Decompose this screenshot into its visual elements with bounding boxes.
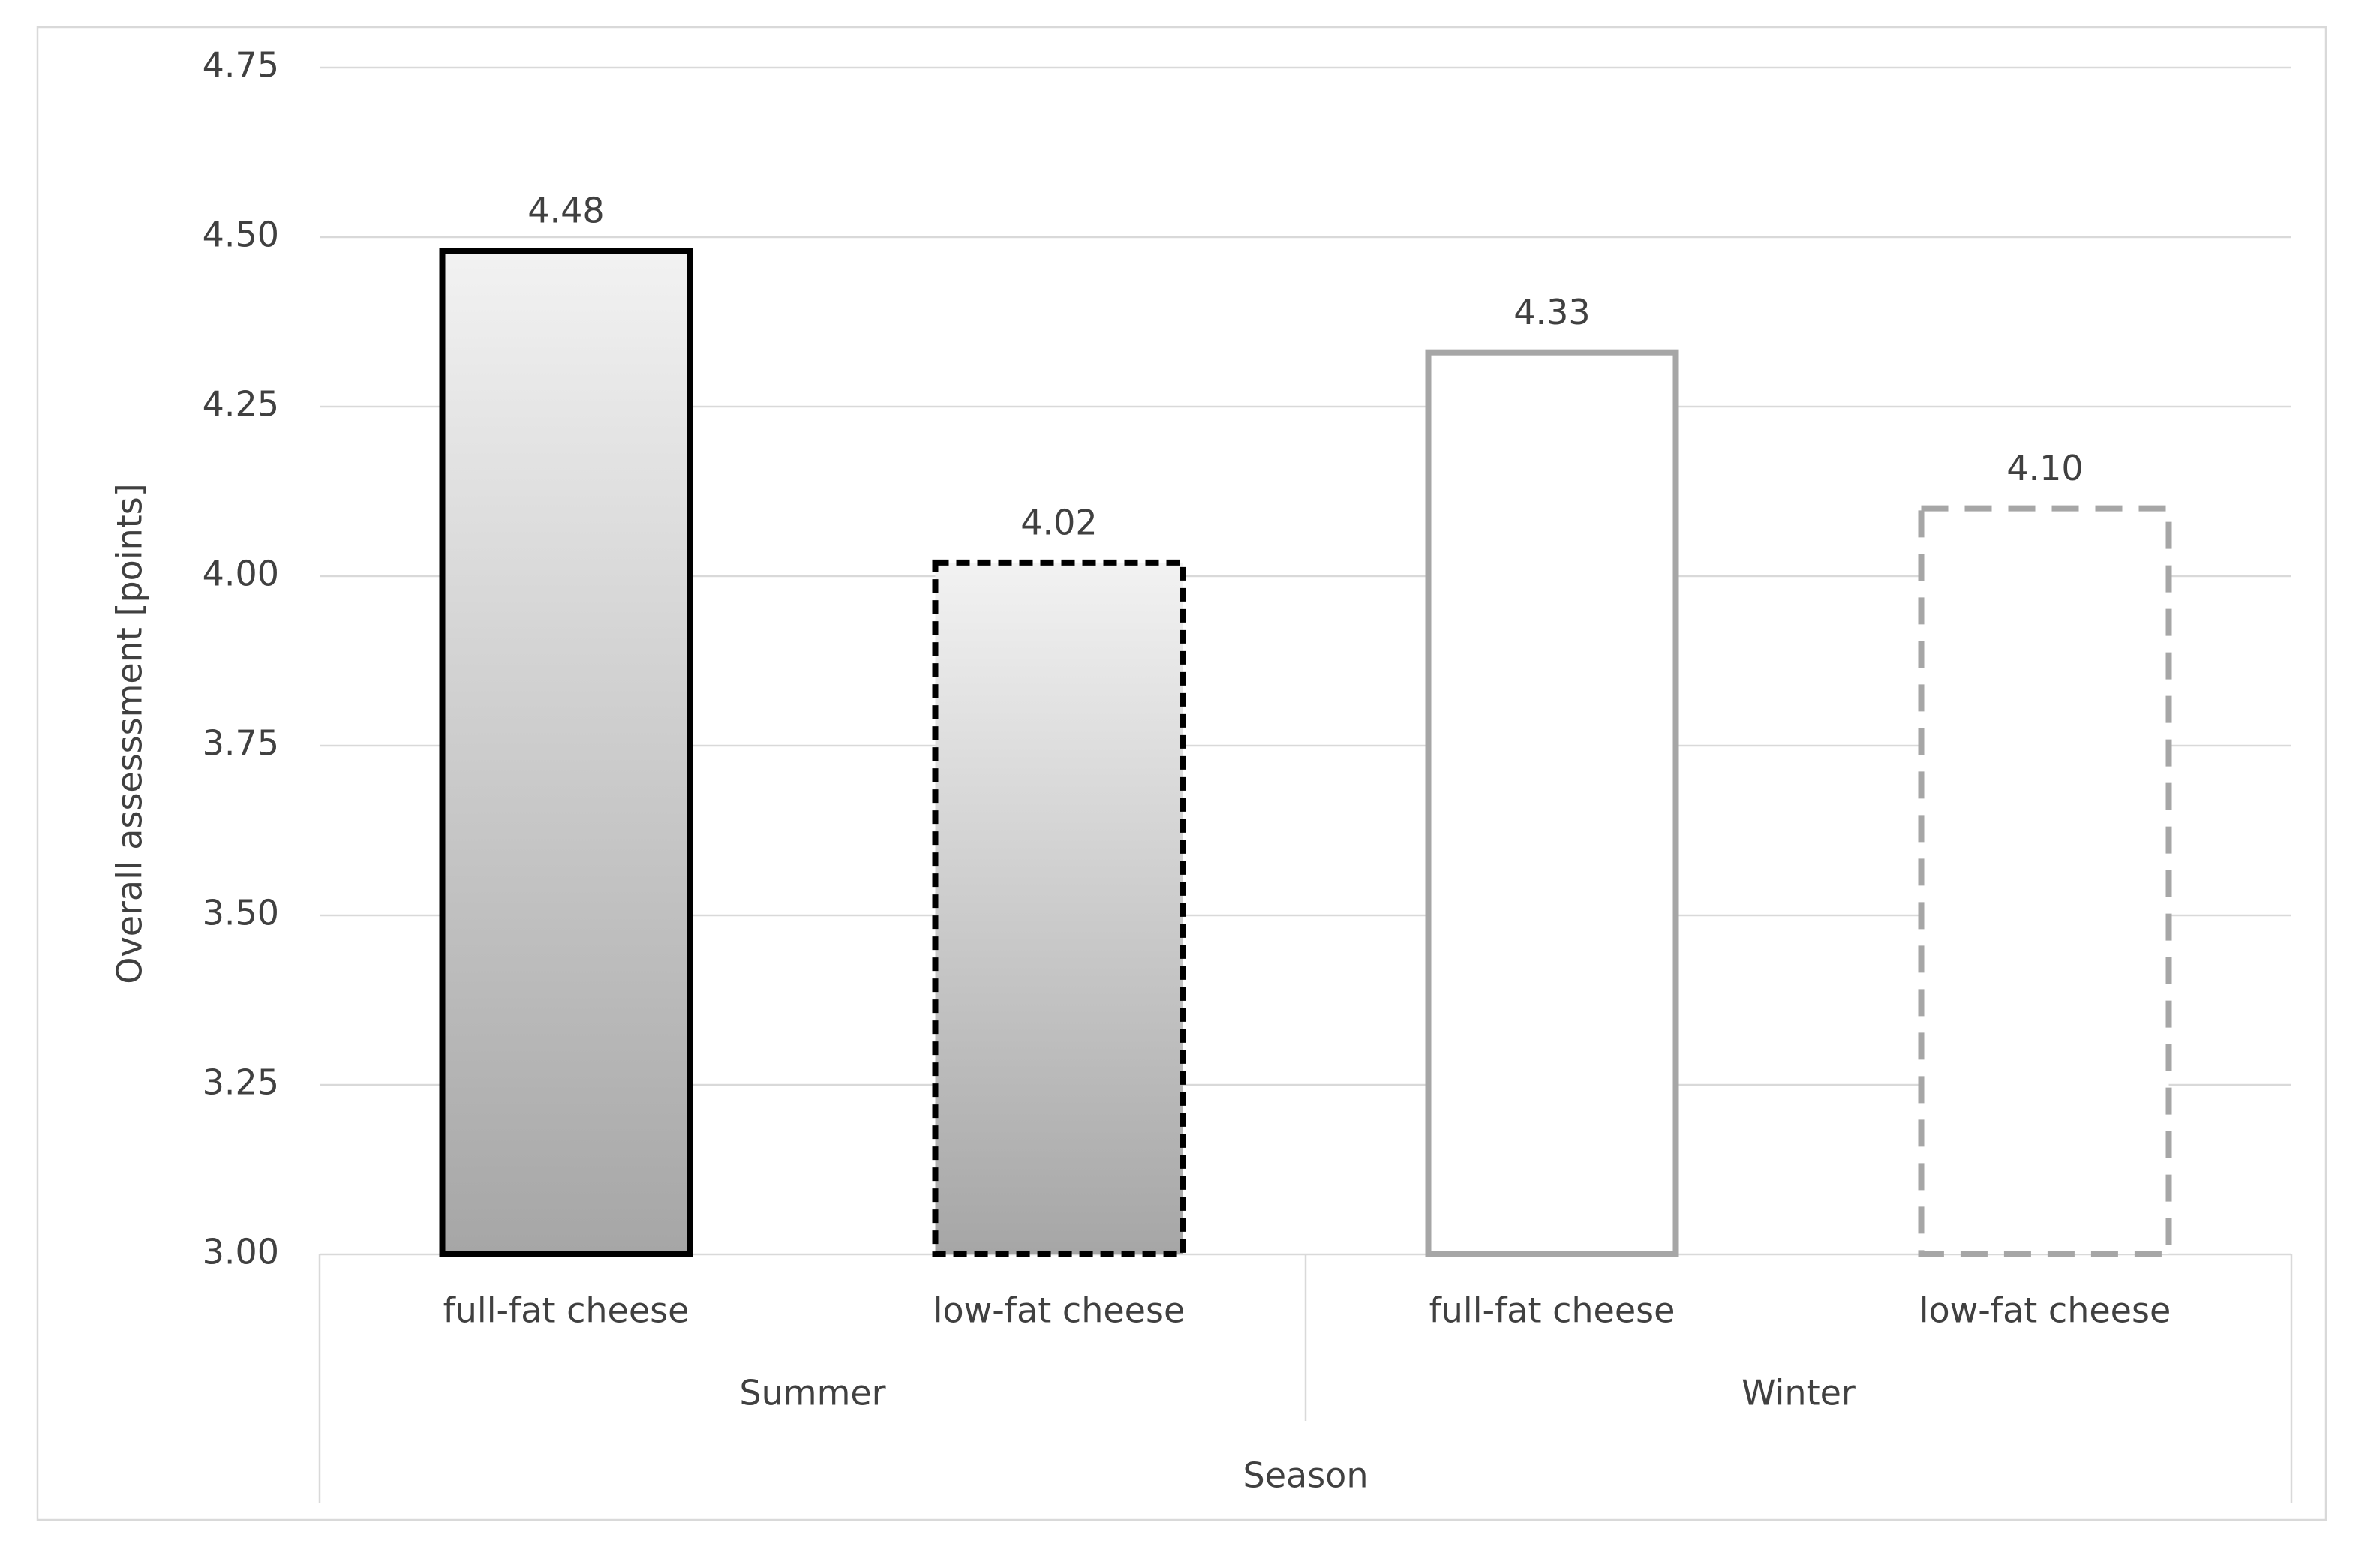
y-tick-label: 3.25 (203, 1062, 279, 1103)
data-label: 4.48 (527, 191, 604, 231)
x-axis-title: Season (1243, 1455, 1369, 1496)
y-tick-label: 3.00 (203, 1232, 279, 1272)
data-label: 4.33 (1513, 292, 1590, 332)
x-tick-label: full-fat cheese (1429, 1290, 1675, 1331)
data-label: 4.02 (1020, 502, 1097, 542)
y-axis-title: Overall assesssment [points] (110, 483, 150, 984)
bar (439, 248, 693, 1258)
bar (932, 559, 1186, 1257)
x-tick-label: low-fat cheese (1919, 1290, 2171, 1331)
group-label: Summer (739, 1373, 885, 1413)
group-label: Winter (1741, 1373, 1856, 1413)
y-tick-label: 4.50 (203, 215, 279, 255)
data-label: 4.10 (2006, 448, 2083, 488)
y-tick-label: 4.75 (203, 45, 279, 86)
y-tick-label: 4.25 (203, 384, 279, 425)
x-tick-label: full-fat cheese (443, 1290, 690, 1331)
bar (1425, 349, 1679, 1257)
bar (1918, 505, 2172, 1257)
x-tick-label: low-fat cheese (933, 1290, 1186, 1331)
y-tick-label: 4.00 (203, 554, 279, 594)
y-tick-label: 3.50 (203, 893, 279, 933)
y-tick-label: 3.75 (203, 723, 279, 764)
